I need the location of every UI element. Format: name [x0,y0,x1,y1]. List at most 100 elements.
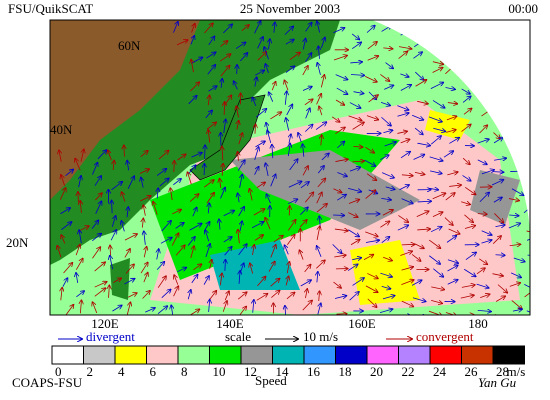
wind-arrow [397,105,408,110]
wind-arrow [271,291,279,298]
wind-arrow [352,161,364,162]
wind-arrow [284,26,293,35]
map [50,20,530,315]
wind-arrow [368,95,378,103]
region [230,150,420,230]
wind-arrow [316,192,322,204]
wind-arrow [254,235,263,241]
wind-arrow [412,114,423,120]
wind-arrow [191,153,201,158]
wind-arrow [333,281,342,288]
wind-arrow [508,142,523,143]
wind-arrow [529,264,530,272]
wind-arrow [511,34,523,42]
wind-arrow [401,198,413,204]
wind-arrow [510,119,521,121]
wind-arrow [352,258,361,260]
wind-arrow [432,212,443,217]
lat-label: 40N [50,122,73,137]
wind-arrow [463,108,472,115]
wind-arrow [492,73,504,75]
wind-arrow [511,63,520,70]
wind-arrow [238,306,246,315]
wind-arrow [449,185,461,186]
wind-arrow [121,221,124,232]
wind-arrow [380,155,388,161]
wind-arrow [444,60,454,61]
wind-arrow [92,302,98,314]
lon-label: 120E [91,316,119,331]
wind-arrow [188,290,191,300]
wind-arrow [174,275,179,285]
wind-arrow [349,102,361,109]
wind-arrow [110,230,116,241]
wind-arrow [193,264,201,271]
wind-arrow [142,291,150,299]
wind-arrow [336,314,346,315]
wind-arrow [97,150,107,160]
wind-arrow [157,306,167,314]
wind-arrow [337,195,346,201]
wind-arrow [270,279,280,287]
wind-arrow [380,221,389,228]
wind-arrow [256,182,265,188]
wind-arrow [351,33,359,40]
wind-arrow [332,244,342,253]
wind-arrow [493,137,503,144]
wind-arrow [317,246,322,257]
wind-arrow [398,47,412,49]
wind-arrow [192,207,197,217]
colorbar-tick-label: 12 [244,364,257,379]
region [425,110,470,140]
wind-arrow [142,218,143,228]
wind-arrow [367,298,377,307]
wind-arrow [400,31,410,36]
land [50,20,200,200]
wind-arrow [254,21,261,34]
wind-arrow [494,158,506,160]
wind-arrow [428,310,442,315]
wind-arrow [274,22,275,33]
wind-arrow [220,187,226,199]
colorbar-label: Speed [255,373,287,388]
wind-arrow [334,255,346,257]
wind-arrow [257,277,265,287]
wind-arrow [350,62,362,63]
wind-arrow [173,286,179,297]
wind-arrow [59,188,65,200]
wind-arrow [207,65,216,75]
wind-arrow [348,229,359,237]
region [470,170,520,225]
wind-arrow [431,287,444,290]
wind-arrow [414,172,425,174]
wind-arrow [204,23,212,34]
wind-arrow [205,244,210,258]
wind-arrow [512,96,526,101]
wind-arrow [430,30,439,31]
wind-arrow [317,63,321,75]
wind-arrow [317,272,318,283]
time: 00:00 [508,1,538,16]
wind-arrow [124,279,134,285]
wind-arrow [253,300,254,313]
wind-arrow [267,130,272,144]
wind-arrow [350,75,364,76]
wind-arrow [80,300,81,314]
wind-arrow [161,221,171,232]
wind-arrow [367,42,377,50]
wind-arrow [365,76,377,81]
wind-arrow [62,278,68,287]
wind-arrow [288,181,302,188]
wind-arrow [235,42,246,49]
wind-arrow [364,159,376,166]
wind-arrow [220,273,222,286]
wind-arrow [477,214,487,215]
wind-arrow [461,124,471,132]
wind-arrow [220,41,228,47]
colorbar-swatch [303,345,336,365]
wind-arrow [429,156,443,161]
footer-author: Yan Gu [478,375,517,390]
wind-arrow [289,134,291,144]
wind-arrow [508,40,519,48]
wind-arrow [445,36,458,38]
